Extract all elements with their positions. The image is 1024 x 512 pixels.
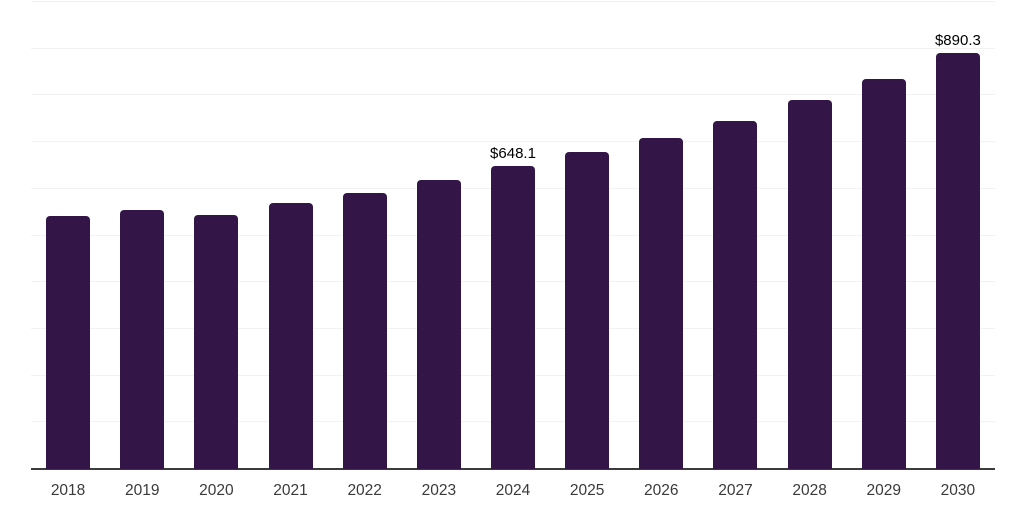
x-axis-line — [31, 468, 995, 470]
x-tick-2024: 2024 — [495, 482, 531, 499]
bar-2028 — [787, 100, 832, 469]
x-tick-2030: 2030 — [940, 482, 976, 499]
bar-2018 — [46, 216, 91, 469]
bar-2024 — [491, 166, 535, 469]
plot-area: $648.1 $890.3 — [31, 1, 995, 470]
x-axis-tick-labels: 2018 2019 2020 2021 2022 2023 2024 2025 2026 2027… — [31, 480, 995, 502]
bar-2021 — [268, 203, 313, 469]
bar-2023 — [416, 179, 461, 469]
bar-2027 — [713, 121, 758, 469]
x-tick-2025: 2025 — [569, 482, 605, 499]
x-tick-2022: 2022 — [347, 482, 382, 499]
x-tick-2018: 2018 — [50, 482, 86, 499]
bar-2020 — [194, 215, 239, 469]
x-tick-2028: 2028 — [792, 482, 827, 499]
x-tick-2019: 2019 — [124, 482, 160, 499]
bar-2029 — [861, 78, 906, 469]
x-tick-2026: 2026 — [644, 482, 679, 499]
bar-2030 — [935, 53, 980, 469]
gridline-700 — [31, 141, 995, 143]
x-tick-2021: 2021 — [273, 482, 308, 499]
bar-2019 — [120, 210, 165, 469]
x-tick-2023: 2023 — [421, 482, 457, 499]
bar-2022 — [342, 192, 387, 469]
bar-2026 — [639, 138, 684, 469]
x-tick-2020: 2020 — [199, 482, 234, 499]
gridline-800 — [31, 94, 995, 96]
x-tick-2029: 2029 — [866, 482, 901, 499]
data-label-2030: $890.3 — [934, 32, 981, 50]
bar-2025 — [565, 151, 610, 469]
data-label-2024: $648.1 — [490, 145, 536, 163]
gridline-1000 — [31, 1, 995, 2]
gridline-900 — [31, 47, 995, 49]
x-tick-2027: 2027 — [718, 482, 753, 499]
